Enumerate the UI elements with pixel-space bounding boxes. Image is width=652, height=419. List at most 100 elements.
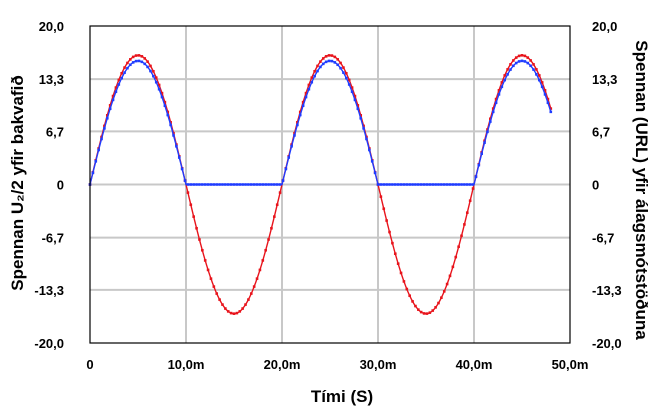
series-point xyxy=(457,245,460,249)
series-point xyxy=(373,171,377,175)
series-point xyxy=(149,64,152,68)
series-point xyxy=(370,160,374,163)
series-point xyxy=(463,183,466,186)
series-point xyxy=(258,268,262,272)
series-point xyxy=(221,183,224,186)
series-point xyxy=(166,113,170,117)
series-point xyxy=(270,226,273,230)
series-point xyxy=(235,311,239,315)
series-point xyxy=(321,62,325,66)
series-point xyxy=(431,183,435,186)
series-point xyxy=(543,93,547,96)
series-point xyxy=(339,61,342,65)
series-point xyxy=(411,300,414,303)
series-point xyxy=(278,183,282,186)
series-point xyxy=(448,183,452,186)
series-point xyxy=(120,76,123,80)
series-point xyxy=(287,156,291,159)
series-point xyxy=(342,71,345,74)
series-point xyxy=(195,226,198,230)
y-tick-label-right: -6,7 xyxy=(592,231,614,246)
series-point xyxy=(146,65,149,69)
series-point xyxy=(241,307,244,310)
series-point xyxy=(201,248,204,252)
series-point xyxy=(310,76,314,79)
series-point xyxy=(546,101,550,105)
series-point xyxy=(310,80,314,84)
y-tick-label-right: 6,7 xyxy=(592,124,610,139)
x-axis-title: Tími (S) xyxy=(311,387,373,406)
series-point xyxy=(330,59,334,63)
series-point xyxy=(264,248,267,252)
y-tick-label-right: -13,3 xyxy=(592,283,622,298)
series-point xyxy=(258,183,262,186)
series-point xyxy=(442,290,446,293)
series-point xyxy=(224,307,227,310)
series-point xyxy=(143,57,147,60)
series-point xyxy=(535,68,538,71)
series-point xyxy=(471,187,475,190)
series-point xyxy=(301,104,305,107)
series-point xyxy=(339,66,342,70)
series-point xyxy=(172,134,175,137)
series-point xyxy=(500,81,504,84)
plot-border xyxy=(89,25,571,344)
series-point xyxy=(163,100,167,104)
series-point xyxy=(512,64,515,68)
series-point xyxy=(206,183,210,186)
series-point xyxy=(537,74,541,77)
series-point xyxy=(129,58,132,61)
series-point xyxy=(324,60,328,64)
series-point xyxy=(491,110,495,114)
series-point xyxy=(477,163,481,167)
series-point xyxy=(252,285,256,288)
series-point xyxy=(212,183,216,186)
series-point xyxy=(532,68,535,71)
series-point xyxy=(143,62,147,66)
series-point xyxy=(333,61,337,64)
series-point xyxy=(419,183,423,186)
y-tick-label-left: 13,3 xyxy=(39,72,64,87)
series-point xyxy=(549,107,553,110)
series-point xyxy=(301,100,305,104)
series-point xyxy=(437,301,440,305)
series-point xyxy=(249,183,253,186)
series-point xyxy=(362,127,365,130)
series-point xyxy=(137,59,141,63)
series-point xyxy=(267,183,270,186)
series-point xyxy=(152,74,155,78)
series-point xyxy=(445,183,449,186)
series-point xyxy=(226,183,230,186)
series-point xyxy=(134,59,138,63)
series-point xyxy=(396,183,400,186)
series-point xyxy=(514,61,518,65)
series-point xyxy=(347,78,351,82)
series-point xyxy=(500,85,504,89)
series-point xyxy=(120,72,123,75)
series-point xyxy=(342,66,345,69)
series-point xyxy=(264,183,267,186)
series-point xyxy=(244,303,247,306)
series-point xyxy=(126,61,129,65)
series-point xyxy=(140,55,144,58)
series-point xyxy=(229,183,233,186)
series-point xyxy=(111,98,115,102)
x-tick-label: 20,0m xyxy=(264,357,301,372)
series-point xyxy=(189,203,193,207)
series-point xyxy=(100,137,103,141)
x-tick-label: 50,0m xyxy=(552,357,589,372)
series-point xyxy=(463,223,466,226)
series-point xyxy=(249,292,253,295)
series-point xyxy=(160,95,164,99)
series-point xyxy=(399,183,403,186)
series-point xyxy=(232,183,236,186)
series-point xyxy=(376,183,380,186)
series-point xyxy=(157,83,161,87)
y-tick-label-left: 0 xyxy=(57,178,64,193)
series-point xyxy=(417,308,420,311)
series-point xyxy=(316,64,319,68)
series-point xyxy=(391,241,394,245)
series-point xyxy=(192,183,195,186)
series-point xyxy=(345,72,348,75)
